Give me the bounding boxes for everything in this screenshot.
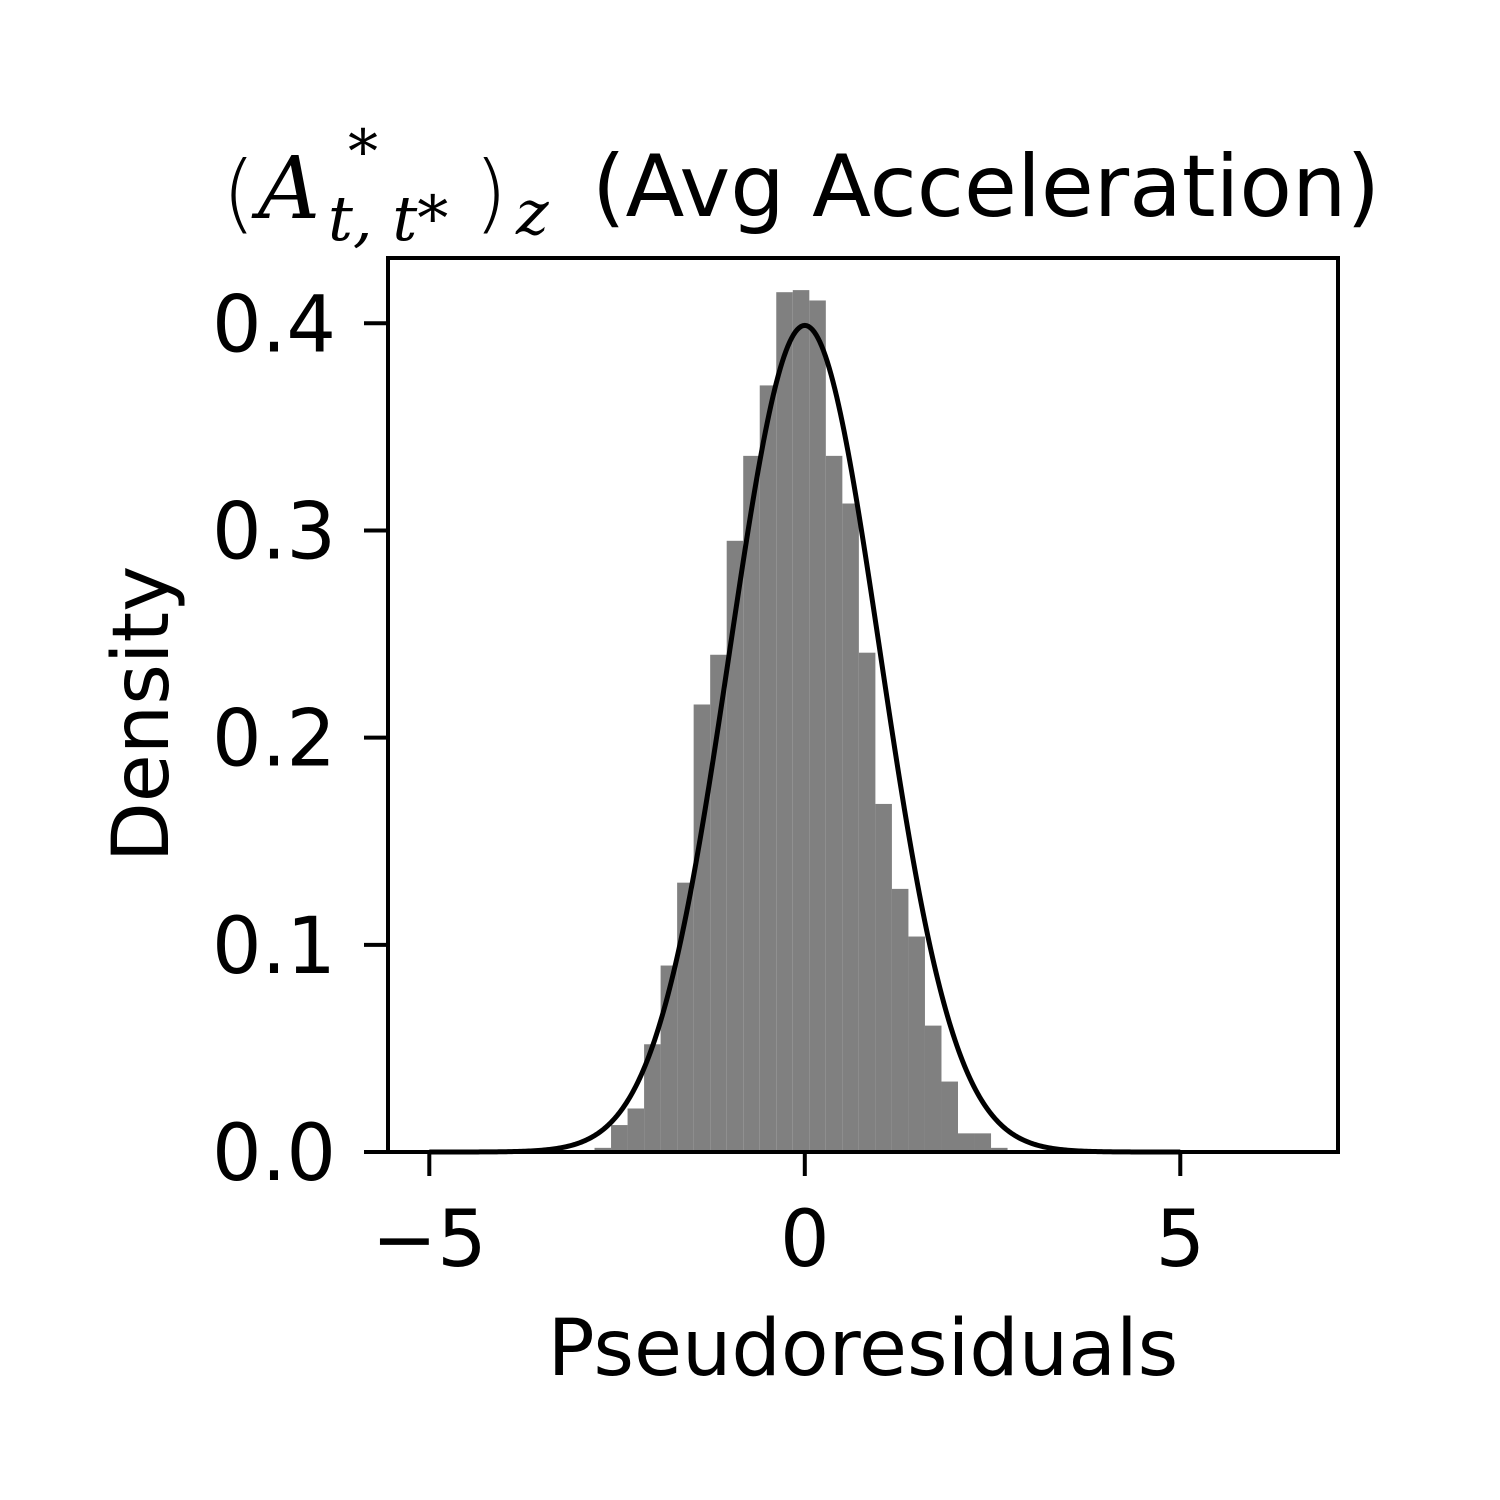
histogram-bar xyxy=(594,1147,612,1152)
y-axis-ticks: 0.0 0.1 0.2 0.3 0.4 xyxy=(212,280,388,1199)
histogram-bar xyxy=(825,455,843,1152)
y-tick-label: 0.2 xyxy=(212,695,336,785)
plot-frame xyxy=(386,256,1340,1154)
normal-density-curve xyxy=(429,322,1181,1155)
histogram-bar xyxy=(858,652,876,1152)
title-math-subscript: t, t* xyxy=(328,182,448,255)
histogram-bar xyxy=(792,290,810,1153)
title-math-outer-subscript: z xyxy=(515,176,549,249)
histogram-bar xyxy=(842,503,859,1153)
histogram-bar xyxy=(759,385,777,1152)
histogram-bar xyxy=(644,1044,661,1152)
histogram-bars xyxy=(429,290,1190,1153)
title-text: (Avg Acceleration) xyxy=(592,137,1380,237)
histogram-bar xyxy=(776,292,793,1152)
histogram-bar xyxy=(924,1025,942,1152)
y-axis-label: Density xyxy=(97,566,187,863)
title-left-paren: ( xyxy=(222,143,256,243)
histogram-bar xyxy=(958,1133,975,1152)
histogram-bar xyxy=(710,654,727,1152)
histogram-bar xyxy=(891,888,909,1152)
x-tick-label: 0 xyxy=(780,1195,830,1285)
histogram-bar xyxy=(611,1125,628,1152)
y-tick-label: 0.4 xyxy=(212,280,336,370)
title-math-superscript: * xyxy=(348,117,378,187)
histogram-bar xyxy=(627,1108,645,1152)
x-tick-label: −5 xyxy=(372,1195,487,1285)
chart-title: ( A * t, t* ) z (Avg Acceleration) xyxy=(222,117,1380,255)
histogram-bar xyxy=(974,1133,992,1152)
histogram-bar xyxy=(991,1147,1008,1152)
histogram-bar xyxy=(809,300,826,1152)
histogram-bar xyxy=(743,455,760,1152)
histogram-bar xyxy=(908,936,925,1152)
y-tick-label: 0.0 xyxy=(212,1109,336,1199)
x-axis-label: Pseudoresiduals xyxy=(548,1304,1179,1394)
histogram-bar xyxy=(875,803,892,1152)
histogram-bar xyxy=(693,704,711,1152)
histogram-bar xyxy=(726,540,744,1152)
title-math-base: A xyxy=(251,139,320,239)
histogram-bar xyxy=(941,1081,958,1152)
y-tick-label: 0.1 xyxy=(212,902,336,992)
title-right-paren: ) xyxy=(474,143,508,243)
y-tick-label: 0.3 xyxy=(212,487,336,577)
x-axis-ticks: −5 0 5 xyxy=(372,1152,1205,1285)
x-tick-label: 5 xyxy=(1155,1195,1205,1285)
